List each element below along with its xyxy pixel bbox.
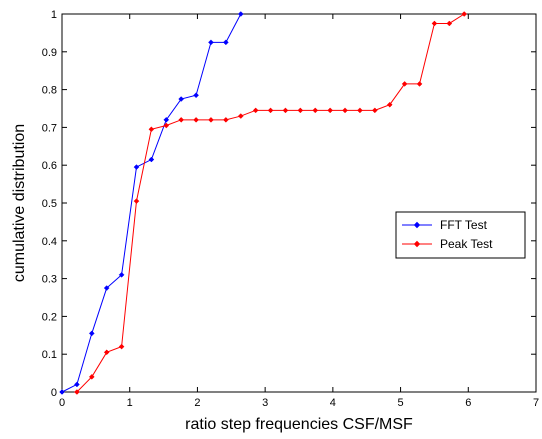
data-point — [282, 107, 289, 114]
y-tick-label: 0.1 — [42, 349, 57, 361]
data-point — [327, 107, 334, 114]
data-point — [163, 122, 170, 129]
x-tick-label: 3 — [262, 397, 268, 409]
x-tick-label: 7 — [533, 397, 539, 409]
legend-entry-peak: Peak Test — [402, 237, 493, 251]
data-point — [237, 11, 244, 17]
data-point — [208, 39, 214, 46]
y-tick-label: 0.6 — [42, 160, 57, 172]
data-point — [208, 116, 214, 123]
x-tick-label: 6 — [465, 397, 471, 409]
y-tick-label: 0.8 — [42, 85, 57, 97]
legend-label-peak: Peak Test — [440, 237, 493, 251]
data-point — [386, 101, 393, 108]
data-point — [416, 81, 423, 87]
data-point — [223, 116, 229, 123]
x-tick-label: 4 — [330, 397, 336, 409]
data-point — [401, 81, 408, 87]
y-axis-title: cumulative distribution — [11, 124, 28, 282]
x-tick-label: 0 — [59, 397, 65, 409]
data-point — [133, 198, 140, 204]
data-point — [103, 285, 110, 291]
data-point — [431, 20, 438, 27]
data-point — [297, 107, 304, 114]
y-tick-label: 0 — [51, 387, 57, 399]
y-tick-label: 0.4 — [42, 236, 57, 248]
data-point — [312, 107, 319, 114]
data-point — [88, 374, 95, 380]
data-point — [223, 39, 229, 46]
data-point — [371, 107, 378, 114]
legend-marker-fft — [413, 221, 421, 229]
legend-marker-peak — [413, 240, 421, 248]
data-point — [237, 113, 244, 119]
legend-entry-fft: FFT Test — [402, 218, 488, 232]
data-point — [59, 389, 65, 395]
data-point — [118, 271, 125, 278]
x-axis: 0 1 2 3 4 5 6 7 — [59, 14, 539, 409]
y-tick-label: 0.3 — [42, 274, 57, 286]
series-0 — [59, 11, 244, 395]
data-point — [461, 11, 468, 17]
data-point — [74, 381, 80, 388]
plot-area — [61, 13, 537, 393]
data-point — [163, 116, 170, 123]
data-point — [148, 126, 155, 133]
y-tick-label: 0.2 — [42, 311, 57, 323]
x-tick-label: 5 — [398, 397, 404, 409]
data-point — [118, 343, 125, 350]
y-tick-label: 1 — [51, 9, 57, 21]
data-point — [74, 389, 80, 395]
x-tick-label: 2 — [194, 397, 200, 409]
series-layer — [59, 11, 468, 395]
data-point — [178, 96, 185, 102]
data-point — [148, 156, 155, 163]
data-point — [88, 330, 95, 337]
data-point — [267, 107, 274, 114]
y-tick-label: 0.7 — [42, 122, 57, 134]
x-axis-title: ratio step frequencies CSF/MSF — [185, 416, 413, 433]
data-point — [342, 107, 348, 114]
y-tick-label: 0.9 — [42, 47, 57, 59]
series-1 — [74, 11, 468, 395]
data-point — [103, 349, 110, 356]
data-point — [357, 107, 363, 114]
legend-box — [395, 211, 526, 259]
legend: FFT Test Peak Test — [395, 211, 526, 259]
x-tick-label: 1 — [127, 397, 133, 409]
data-point — [178, 116, 185, 123]
data-point — [193, 116, 199, 123]
legend-label-fft: FFT Test — [440, 218, 488, 232]
y-tick-label: 0.5 — [42, 198, 57, 210]
data-point — [252, 107, 259, 114]
data-point — [133, 164, 140, 170]
data-point — [446, 20, 453, 27]
data-point — [193, 92, 199, 99]
y-axis: 0 0.1 0.2 0.3 0.4 0.5 0.6 0.7 0.8 0.9 1 — [42, 9, 536, 399]
